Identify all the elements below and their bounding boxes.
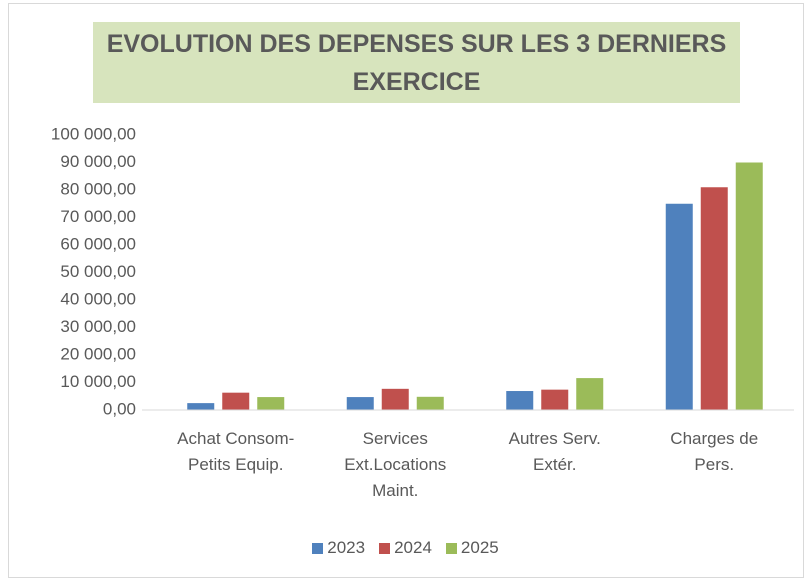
legend-swatch	[379, 542, 391, 554]
bar	[257, 397, 285, 410]
legend-item: 2024	[379, 538, 432, 558]
y-tick-label: 100 000,00	[51, 124, 136, 143]
y-tick-label: 80 000,00	[60, 179, 136, 198]
legend: 2023 2024 2025	[0, 538, 811, 558]
bar	[381, 388, 409, 410]
bar	[700, 187, 728, 410]
x-tick-label: Charges de Pers.	[670, 429, 759, 474]
legend-item: 2023	[312, 538, 365, 558]
legend-swatch	[312, 542, 324, 554]
legend-label: 2025	[460, 538, 499, 557]
bar	[222, 392, 250, 410]
y-tick-label: 40 000,00	[60, 289, 136, 308]
bar	[735, 162, 763, 410]
bar	[187, 403, 215, 410]
y-tick-label: 10 000,00	[60, 372, 136, 391]
y-tick-label: 20 000,00	[60, 344, 136, 363]
bar	[416, 396, 444, 410]
y-tick-label: 60 000,00	[60, 234, 136, 253]
legend-item: 2025	[445, 538, 499, 558]
legend-label: 2024	[394, 538, 432, 557]
y-tick-label: 50 000,00	[60, 262, 136, 281]
bar	[506, 391, 534, 410]
bar	[541, 389, 569, 410]
legend-label: 2023	[327, 538, 366, 557]
bar	[576, 378, 604, 410]
bar	[346, 397, 374, 410]
y-tick-label: 90 000,00	[60, 152, 136, 171]
y-tick-label: 30 000,00	[60, 317, 136, 336]
y-tick-label: 0,00	[103, 399, 136, 418]
chart-frame	[8, 3, 804, 578]
chart-title: EVOLUTION DES DEPENSES SUR LES 3 DERNIER…	[93, 22, 740, 103]
bar	[665, 203, 693, 410]
x-tick-label: Achat Consom-Petits Equip.	[177, 429, 295, 474]
legend-swatch	[445, 542, 457, 554]
x-tick-label: Services Ext.Locations Maint.	[344, 429, 447, 500]
y-tick-label: 70 000,00	[60, 207, 136, 226]
x-tick-label: Autres Serv. Extér.	[508, 429, 601, 474]
